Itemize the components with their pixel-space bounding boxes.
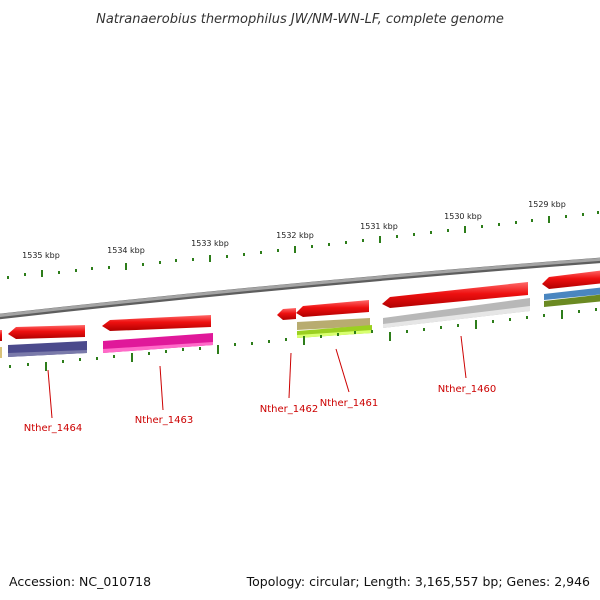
kbp-label-1535: 1535 kbp xyxy=(22,251,60,260)
map-title: Natranaerobius thermophilus JW/NM-WN-LF,… xyxy=(96,12,504,27)
kbp-label-1529: 1529 kbp xyxy=(528,200,566,209)
outer-tick-ring xyxy=(7,211,599,279)
cds-feature[interactable] xyxy=(296,300,369,317)
cds-feature[interactable] xyxy=(0,330,2,341)
kbp-label-1533: 1533 kbp xyxy=(191,239,229,248)
gene-label-nther-1464[interactable]: Nther_1464 xyxy=(24,423,82,434)
cog-feature-shade xyxy=(297,330,372,338)
kbp-label-1530: 1530 kbp xyxy=(444,212,482,221)
forward-cds-track xyxy=(0,270,600,341)
genome-backbone xyxy=(0,257,600,317)
gene-label-nther-1462[interactable]: Nther_1462 xyxy=(260,404,318,415)
kbp-label-1531: 1531 kbp xyxy=(360,222,398,231)
cog-track xyxy=(0,287,600,358)
cds-feature[interactable] xyxy=(382,282,528,308)
gene-label-nther-1461[interactable]: Nther_1461 xyxy=(320,398,378,409)
cog-feature-shade xyxy=(103,342,213,353)
cds-feature[interactable] xyxy=(542,270,600,289)
gene-label-leaders xyxy=(47,335,467,419)
cog-feature[interactable] xyxy=(544,294,600,307)
kbp-label-1534: 1534 kbp xyxy=(107,246,145,255)
cog-feature-shade xyxy=(383,306,530,328)
inner-tick-ring xyxy=(9,308,597,371)
accession-text: Accession: NC_010718 xyxy=(9,574,151,589)
cog-feature[interactable] xyxy=(0,347,2,358)
kbp-label-1532: 1532 kbp xyxy=(276,231,314,240)
cds-feature[interactable] xyxy=(8,325,85,339)
cog-feature[interactable] xyxy=(544,287,600,300)
gene-label-nther-1460[interactable]: Nther_1460 xyxy=(438,384,496,395)
cds-feature[interactable] xyxy=(277,308,296,320)
gene-label-nther-1463[interactable]: Nther_1463 xyxy=(135,415,193,426)
cog-feature-shade xyxy=(8,350,87,357)
cds-feature[interactable] xyxy=(102,315,211,331)
genome-summary-text: Topology: circular; Length: 3,165,557 bp… xyxy=(246,574,590,589)
